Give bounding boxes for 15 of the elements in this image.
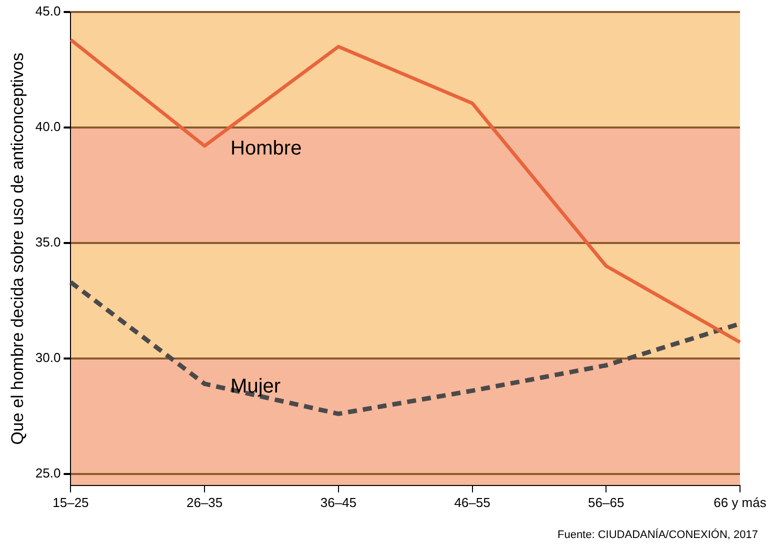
series-label: Hombre bbox=[230, 137, 302, 160]
x-tick-label: 56–65 bbox=[588, 494, 624, 510]
y-tick-label: 30.0 bbox=[35, 350, 61, 365]
x-tick-label: 66 y más bbox=[714, 494, 767, 510]
x-tick-label: 15–25 bbox=[52, 494, 89, 510]
y-axis-title: Que el hombre decida sobre uso de anticonceptivos bbox=[8, 52, 27, 445]
y-tick-label: 35.0 bbox=[35, 234, 61, 250]
y-tick-label: 40.0 bbox=[35, 119, 61, 134]
x-tick-label: 36–45 bbox=[320, 494, 356, 510]
series-label: Mujer bbox=[230, 375, 281, 398]
y-tick-label: 45.0 bbox=[35, 4, 61, 19]
x-tick-label: 46–55 bbox=[454, 494, 490, 510]
x-tick-label: 26–35 bbox=[186, 494, 223, 510]
y-tick-label: 25.0 bbox=[35, 465, 61, 480]
source-note: Fuente: CIUDADANÍA/CONEXIÓN, 2017 bbox=[557, 528, 758, 541]
